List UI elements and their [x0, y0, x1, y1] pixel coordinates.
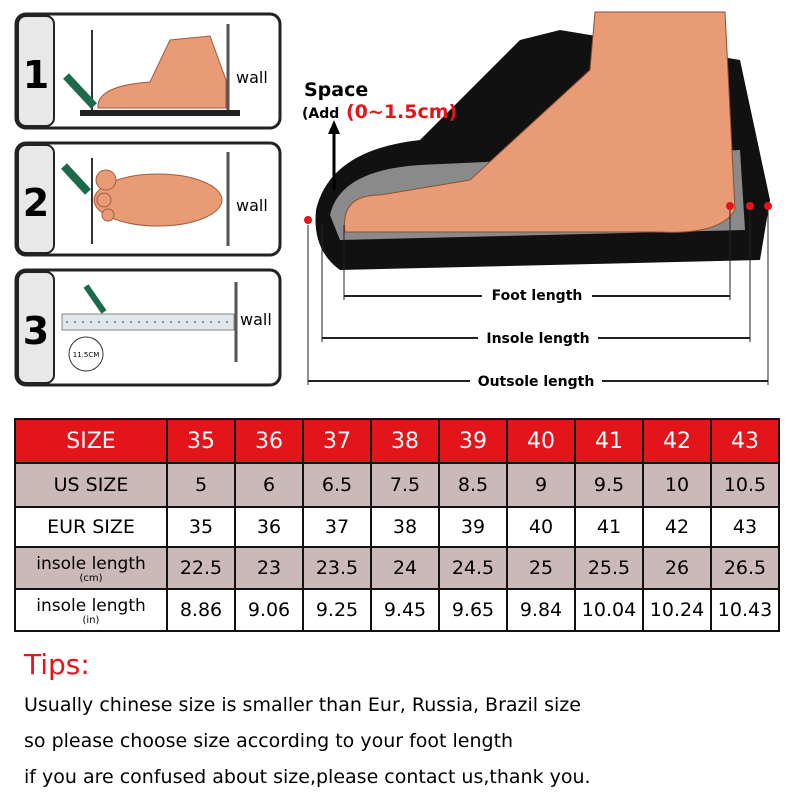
header-label: SIZE — [14, 418, 168, 464]
step-2: 2 wall — [14, 141, 282, 257]
cell: 24.5 — [438, 546, 508, 590]
cell: 22.5 — [166, 546, 236, 590]
cell: 9.45 — [370, 588, 440, 632]
cell: 8.5 — [438, 462, 508, 508]
illustration: 1 wall 2 wall 3 11.5CM wall — [14, 11, 772, 391]
space-label: Space — [304, 79, 368, 101]
header-cell: 37 — [302, 418, 372, 464]
header-cell: 36 — [234, 418, 304, 464]
step-3: 3 11.5CM wall — [14, 268, 282, 387]
cell: 40 — [506, 506, 576, 548]
tip-line: if you are confused about size,please co… — [24, 766, 591, 788]
cell: 26.5 — [710, 546, 780, 590]
cell: 7.5 — [370, 462, 440, 508]
table-row: US SIZE 5 6 6.5 7.5 8.5 9 9.5 10 10.5 — [14, 462, 780, 508]
row-unit: (in) — [82, 614, 100, 626]
row-label-text: EUR SIZE — [47, 516, 135, 538]
step-1: 1 wall — [14, 12, 282, 130]
header-cell: 39 — [438, 418, 508, 464]
cell: 35 — [166, 506, 236, 548]
step-number: 2 — [23, 181, 49, 225]
header-cell: 41 — [574, 418, 644, 464]
cell: 42 — [642, 506, 712, 548]
cell: 10.5 — [710, 462, 780, 508]
tips: Tips: Usually chinese size is smaller th… — [24, 648, 591, 795]
cell: 23.5 — [302, 546, 372, 590]
table-row: insole length (cm) 22.5 23 23.5 24 24.5 25 25.5 2… — [14, 546, 780, 590]
cell: 43 — [710, 506, 780, 548]
size-table: SIZE 35 36 37 38 39 40 41 42 43 US SIZE 5 6 6.5 7.5 8.5… — [14, 418, 780, 632]
add-prefix: (Add — [302, 106, 339, 122]
row-label: insole length (cm) — [14, 546, 168, 590]
cell: 9.84 — [506, 588, 576, 632]
ruler-label: 11.5CM — [73, 351, 100, 359]
header-cell: 43 — [710, 418, 780, 464]
cell: 10.24 — [642, 588, 712, 632]
row-label: US SIZE — [14, 462, 168, 508]
cell: 6 — [234, 462, 304, 508]
cell: 9.25 — [302, 588, 372, 632]
header-cell: 38 — [370, 418, 440, 464]
row-label: insole length (in) — [14, 588, 168, 632]
step-number: 3 — [23, 309, 49, 353]
cell: 5 — [166, 462, 236, 508]
row-label-text: insole length — [36, 553, 146, 574]
table-row: insole length (in) 8.86 9.06 9.25 9.45 9.65 9.8… — [14, 588, 780, 632]
foot-length-label: Foot length — [492, 288, 583, 304]
wall-label: wall — [240, 310, 272, 329]
tip-line: Usually chinese size is smaller than Eur… — [24, 694, 581, 716]
cell: 24 — [370, 546, 440, 590]
cell: 39 — [438, 506, 508, 548]
cell: 23 — [234, 546, 304, 590]
cell: 9.65 — [438, 588, 508, 632]
wall-label: wall — [236, 196, 268, 215]
insole-length-label: Insole length — [486, 331, 589, 347]
table-row: EUR SIZE 35 36 37 38 39 40 41 42 43 — [14, 506, 780, 548]
tips-title: Tips: — [24, 648, 90, 681]
header-cell: 35 — [166, 418, 236, 464]
cell: 41 — [574, 506, 644, 548]
cell: 25.5 — [574, 546, 644, 590]
cell: 10 — [642, 462, 712, 508]
cell: 9 — [506, 462, 576, 508]
header-cell: 42 — [642, 418, 712, 464]
cell: 25 — [506, 546, 576, 590]
cell: 38 — [370, 506, 440, 548]
cell: 26 — [642, 546, 712, 590]
cell: 8.86 — [166, 588, 236, 632]
shoe-diagram: Space (Add (0~1.5cm) Foot length Insole … — [302, 11, 772, 391]
cell: 9.06 — [234, 588, 304, 632]
row-unit: (cm) — [79, 572, 103, 584]
cell: 36 — [234, 506, 304, 548]
row-label-text: US SIZE — [53, 474, 129, 496]
outsole-length-label: Outsole length — [478, 374, 595, 390]
header-cell: 40 — [506, 418, 576, 464]
cell: 37 — [302, 506, 372, 548]
wall-label: wall — [236, 68, 268, 87]
step-number: 1 — [23, 53, 49, 97]
row-label-text: insole length — [36, 595, 146, 616]
tip-line: so please choose size according to your … — [24, 730, 514, 752]
cell: 10.04 — [574, 588, 644, 632]
row-label: EUR SIZE — [14, 506, 168, 548]
add-range: (0~1.5cm) — [346, 101, 457, 123]
cell: 9.5 — [574, 462, 644, 508]
cell: 6.5 — [302, 462, 372, 508]
header-row: SIZE 35 36 37 38 39 40 41 42 43 — [14, 418, 780, 464]
cell: 10.43 — [710, 588, 780, 632]
